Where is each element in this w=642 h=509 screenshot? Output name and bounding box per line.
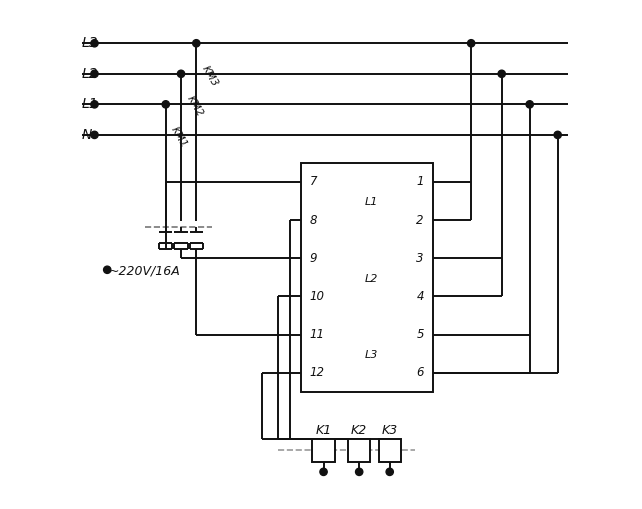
Text: K1: K1 xyxy=(315,423,332,437)
Text: 6: 6 xyxy=(416,366,424,379)
Text: KM1: KM1 xyxy=(169,125,189,149)
Text: L2: L2 xyxy=(82,67,98,81)
Bar xyxy=(348,439,370,462)
Text: K3: K3 xyxy=(381,423,398,437)
Circle shape xyxy=(91,101,98,108)
Text: 3: 3 xyxy=(416,252,424,265)
Text: 10: 10 xyxy=(310,290,325,303)
Circle shape xyxy=(177,70,185,77)
Text: L2: L2 xyxy=(364,274,377,284)
Circle shape xyxy=(320,468,327,475)
Text: 4: 4 xyxy=(416,290,424,303)
Text: L3: L3 xyxy=(364,350,377,360)
Text: L1: L1 xyxy=(82,97,98,111)
Circle shape xyxy=(162,101,169,108)
Circle shape xyxy=(103,266,111,273)
Text: 9: 9 xyxy=(310,252,317,265)
Bar xyxy=(313,439,334,462)
Text: L3: L3 xyxy=(82,36,98,50)
Bar xyxy=(379,439,401,462)
Circle shape xyxy=(526,101,534,108)
Circle shape xyxy=(467,40,475,47)
Text: 1: 1 xyxy=(416,176,424,188)
Text: 5: 5 xyxy=(416,328,424,341)
Circle shape xyxy=(91,70,98,77)
Circle shape xyxy=(554,131,561,138)
Circle shape xyxy=(498,70,505,77)
Text: KM2: KM2 xyxy=(185,94,204,119)
Circle shape xyxy=(356,468,363,475)
Text: 7: 7 xyxy=(310,176,317,188)
Text: 11: 11 xyxy=(310,328,325,341)
Text: N: N xyxy=(82,128,92,142)
Text: 2: 2 xyxy=(416,214,424,227)
Circle shape xyxy=(386,468,394,475)
Text: 8: 8 xyxy=(310,214,317,227)
Bar xyxy=(300,163,433,392)
Text: K2: K2 xyxy=(351,423,367,437)
Circle shape xyxy=(91,131,98,138)
Text: L1: L1 xyxy=(364,197,377,208)
Text: KM3: KM3 xyxy=(200,64,220,88)
Text: ~220V/16A: ~220V/16A xyxy=(108,265,180,278)
Circle shape xyxy=(91,40,98,47)
Text: 12: 12 xyxy=(310,366,325,379)
Circle shape xyxy=(193,40,200,47)
